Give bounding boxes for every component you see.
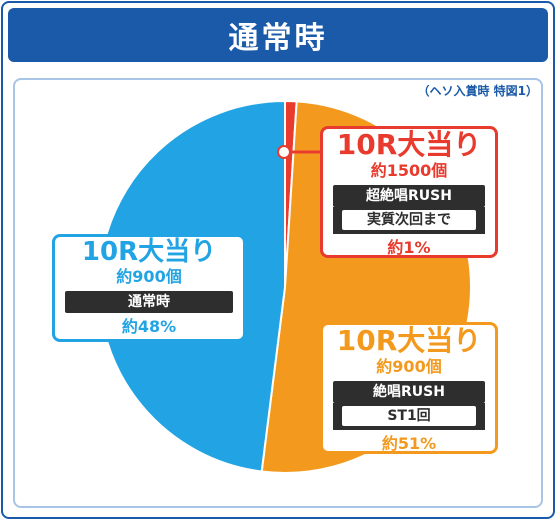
callout-detail-box: 実質次回まで [333, 207, 485, 234]
callout-hit-label: 10R大当り [81, 237, 217, 267]
callout-red-slice: 10R大当り 約1500個 超絶唱RUSH 実質次回まで 約1% [320, 126, 498, 258]
chart-note: （ヘソ入賞時 特図1） [417, 84, 538, 98]
callout-balls-label: 約900個 [376, 357, 442, 376]
callout-detail-box: ST1回 [333, 403, 485, 430]
callout-mode-label: 超絶唱RUSH [333, 185, 485, 207]
header-bar: 通常時 [8, 8, 548, 62]
callout-detail-label: 実質次回まで [341, 209, 477, 231]
callout-mode-label: 絶唱RUSH [333, 381, 485, 403]
callout-blue-slice: 10R大当り 約900個 通常時 約48% [52, 234, 246, 342]
leader-dot [277, 145, 291, 159]
callout-mode-label: 通常時 [65, 291, 233, 313]
callout-detail-label: ST1回 [341, 405, 477, 427]
callout-hit-label: 10R大当り [336, 324, 482, 357]
callout-percent-label: 約48% [121, 317, 177, 336]
callout-percent-label: 約1% [387, 238, 431, 257]
callout-orange-slice: 10R大当り 約900個 絶唱RUSH ST1回 約51% [320, 322, 498, 454]
callout-balls-label: 約900個 [116, 267, 182, 286]
callout-percent-label: 約51% [381, 434, 437, 453]
page-title: 通常時 [228, 21, 328, 56]
callout-balls-label: 約1500個 [370, 161, 448, 180]
callout-hit-label: 10R大当り [336, 128, 482, 161]
